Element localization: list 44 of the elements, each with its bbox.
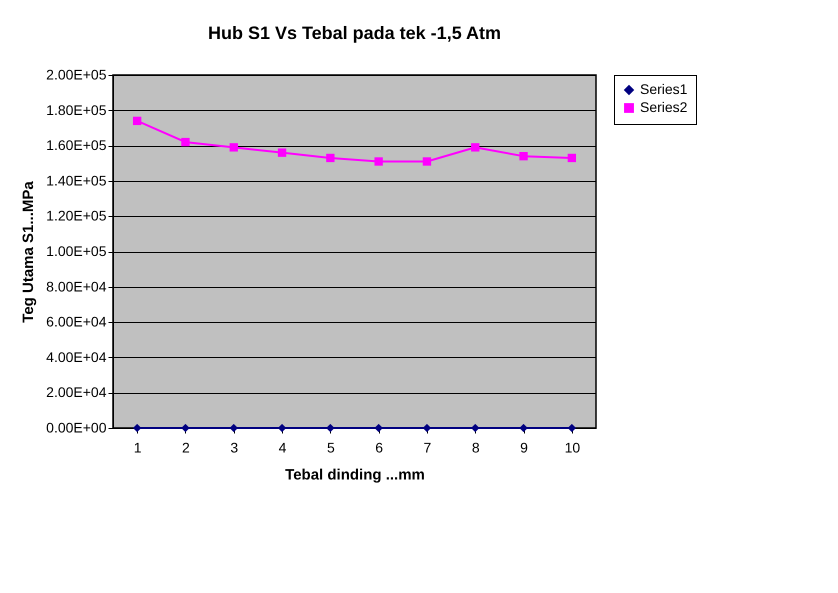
point (132, 116, 142, 126)
point (374, 157, 383, 166)
x-tick-label: 2 (182, 440, 190, 456)
point (132, 424, 142, 432)
y-tick-label: 6.00E+04 (46, 314, 107, 330)
y-tick-label: 8.00E+04 (46, 278, 107, 294)
x-axis-title: Tebal dinding ...mm (285, 466, 425, 484)
x-tick-label: 3 (230, 440, 238, 456)
legend-label: Series1 (640, 81, 688, 97)
x-tick-label: 7 (424, 440, 432, 456)
point (181, 138, 190, 146)
x-tick-label: 5 (326, 440, 335, 456)
y-axis-title: Teg Utama S1...MPa (20, 180, 38, 323)
point (326, 154, 335, 162)
x-tick-label: 8 (472, 440, 480, 456)
y-tick-label: 0.00E+00 (46, 420, 107, 436)
y-tick-label: 2.00E+04 (46, 384, 107, 400)
y-tick-label: 1.00E+05 (46, 243, 107, 259)
x-tick-label: 6 (375, 440, 384, 456)
point (471, 143, 480, 152)
x-tick-label: 9 (520, 440, 528, 456)
legend-label: Series2 (640, 99, 688, 115)
y-tick-label: 1.40E+05 (46, 172, 107, 188)
y-tick-label: 1.60E+05 (46, 137, 107, 154)
point (568, 424, 576, 432)
y-tick-label: 1.20E+05 (46, 208, 107, 224)
chart-title: Hub S1 Vs Tebal pada tek -1,5 Atm (208, 23, 502, 43)
x-tick-label: 10 (564, 440, 580, 456)
point (278, 424, 286, 432)
point (422, 424, 432, 432)
x-tick-label: 1 (134, 440, 142, 456)
point (278, 148, 286, 157)
point (181, 424, 190, 432)
point (471, 424, 480, 432)
y-tick-label: 4.00E+04 (46, 348, 107, 365)
point (422, 157, 432, 166)
y-tick-label: 2.00E+05 (46, 66, 107, 82)
point (519, 424, 528, 432)
point (568, 154, 576, 162)
x-tick-label: 4 (278, 440, 287, 456)
point (230, 143, 238, 152)
point (230, 424, 238, 432)
y-tick-label: 1.80E+05 (46, 102, 107, 118)
point (519, 152, 528, 160)
